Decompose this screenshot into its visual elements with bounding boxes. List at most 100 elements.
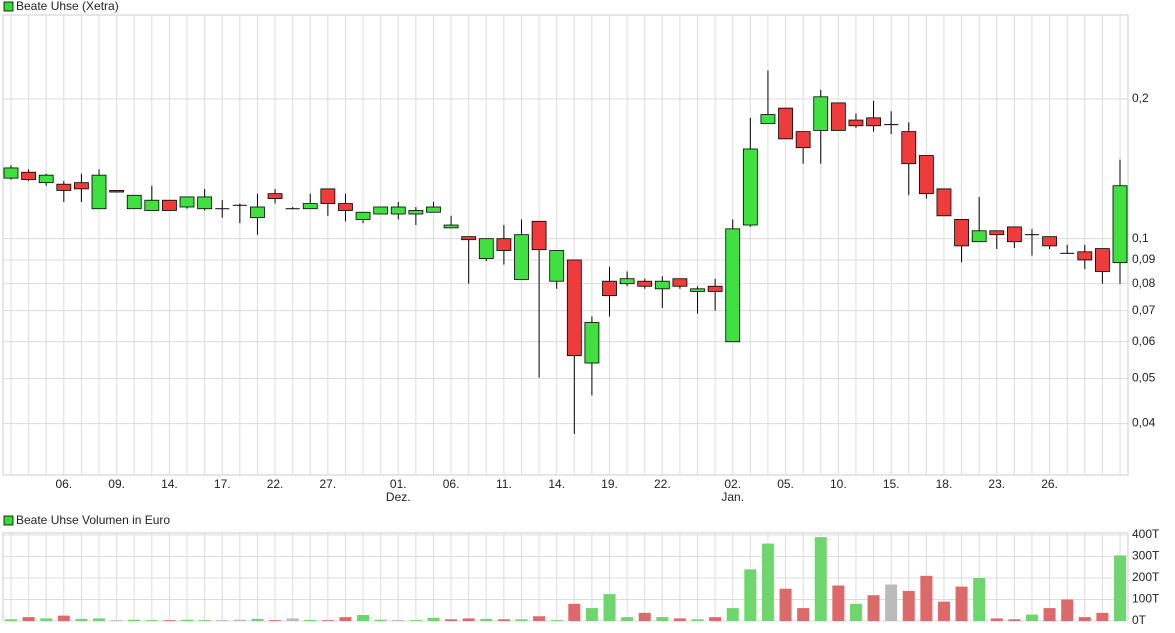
- legend-swatch: [3, 1, 14, 12]
- volume-bar: [269, 620, 282, 621]
- x-tick-label: 11.: [496, 477, 512, 491]
- volume-bar: [163, 620, 176, 621]
- volume-bar: [621, 617, 634, 621]
- volume-bar: [5, 619, 17, 621]
- y-tick-label: 0,06: [1132, 334, 1156, 348]
- volume-bar: [374, 619, 387, 621]
- y-tick-label: 0,08: [1132, 276, 1156, 290]
- y-tick-label: 0,07: [1132, 303, 1156, 317]
- volume-bar: [691, 619, 704, 621]
- x-tick-label: 22.: [654, 477, 671, 491]
- candle-body: [21, 171, 37, 181]
- candle-body: [338, 203, 353, 211]
- candle-body: [848, 119, 864, 127]
- volume-bar: [533, 616, 546, 621]
- volume-bar: [814, 537, 827, 621]
- candle-body: [267, 193, 283, 199]
- y-tick-label: 0,05: [1132, 371, 1156, 385]
- volume-bar: [955, 586, 968, 621]
- y-tick-label: 0,04: [1132, 416, 1156, 430]
- candle-body: [584, 322, 600, 364]
- candle-body: [971, 230, 987, 243]
- candle-body: [936, 188, 952, 217]
- candle-body: [707, 285, 723, 292]
- candle-body: [1094, 248, 1110, 272]
- candle-body: [109, 190, 125, 193]
- volume-bar: [990, 618, 1003, 621]
- candle-body: [1077, 251, 1093, 261]
- x-tick-label: 06.: [55, 477, 72, 491]
- candle-body: [742, 148, 758, 226]
- y-tick-label: 100T: [1132, 592, 1160, 606]
- volume-bar: [75, 618, 88, 621]
- candle-body: [760, 114, 776, 124]
- volume-bar: [357, 614, 370, 621]
- volume-bar: [761, 543, 774, 621]
- x-tick-label: 09.: [108, 477, 125, 491]
- volume-bar: [673, 618, 686, 621]
- x-tick-label: 14.: [548, 477, 565, 491]
- volume-bar: [1025, 614, 1038, 621]
- candle-body: [373, 206, 389, 215]
- volume-bar: [797, 608, 810, 621]
- x-tick-label: 19.: [601, 477, 618, 491]
- volume-bar: [93, 618, 106, 621]
- volume-bar: [1114, 555, 1126, 621]
- x-tick-label: 02.: [724, 477, 741, 491]
- volume-bar: [1078, 617, 1091, 621]
- volume-bar: [709, 617, 722, 621]
- volume-bar: [515, 619, 528, 621]
- volume-bar: [1008, 619, 1021, 621]
- candle-body: [426, 206, 441, 213]
- candle-body: [690, 288, 705, 292]
- volume-bar: [638, 612, 651, 621]
- candle-body: [830, 102, 846, 131]
- candle-body: [408, 210, 424, 215]
- volume-bar: [867, 595, 880, 621]
- candle-body: [954, 219, 969, 247]
- candle-body: [866, 117, 881, 127]
- volume-bar: [973, 578, 986, 621]
- volume-bar: [392, 619, 405, 621]
- volume-bar: [1061, 599, 1074, 621]
- volume-bar: [110, 620, 123, 621]
- candle-body: [1042, 236, 1057, 247]
- candle-body: [162, 199, 177, 211]
- volume-bar: [603, 594, 616, 621]
- candle-body: [496, 238, 512, 251]
- volume-bar: [779, 588, 792, 621]
- volume-bar: [920, 575, 933, 621]
- x-tick-label: 14.: [161, 477, 178, 491]
- candle-body: [197, 196, 213, 210]
- legend-swatch: [3, 515, 14, 526]
- volume-bar: [233, 619, 246, 621]
- volume-bar: [885, 584, 898, 621]
- volume-bar: [832, 585, 845, 621]
- x-tick-label: 10.: [830, 477, 847, 491]
- x-month-label: Dez.: [386, 490, 411, 504]
- volume-bar: [22, 617, 35, 621]
- volume-bar: [1043, 608, 1056, 621]
- candle-body: [478, 238, 494, 260]
- volume-bar: [849, 603, 862, 621]
- candle-body: [619, 278, 635, 285]
- volume-bar: [321, 620, 334, 621]
- candle-body: [74, 182, 89, 190]
- volume-bar: [744, 569, 757, 621]
- candle-body: [549, 250, 565, 282]
- x-tick-label: 01.: [390, 477, 407, 491]
- volume-bar: [409, 620, 422, 621]
- volume-bar: [462, 618, 475, 621]
- volume-bar: [216, 620, 229, 621]
- volume-bar: [286, 618, 299, 621]
- candle-body: [918, 155, 934, 195]
- volume-bar: [128, 619, 141, 621]
- candle-body: [725, 228, 741, 343]
- y-tick-label: 0,1: [1132, 231, 1149, 245]
- candle-body: [654, 280, 670, 290]
- volume-bar: [937, 601, 950, 621]
- candle-body: [795, 131, 811, 149]
- volume-bar: [585, 608, 598, 621]
- candle-body: [3, 167, 19, 179]
- candle-body: [179, 196, 195, 208]
